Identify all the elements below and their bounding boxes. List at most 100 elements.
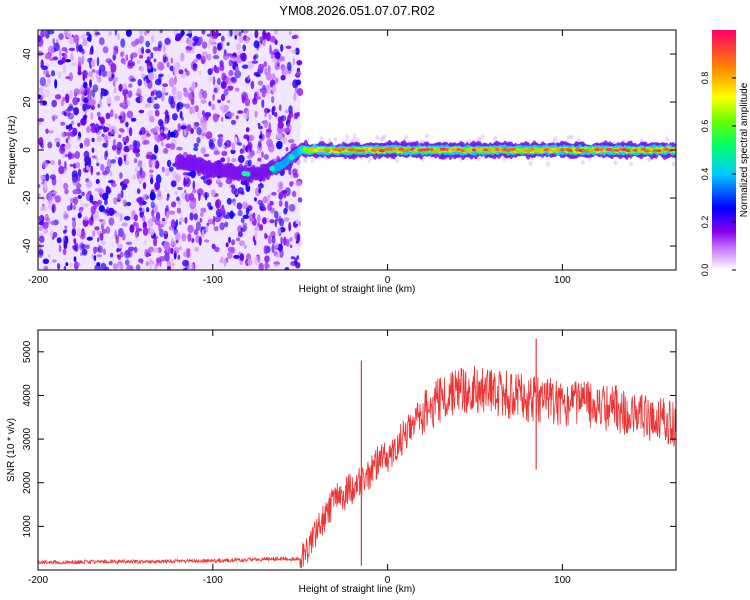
noise-blob	[207, 202, 212, 208]
noise-blob	[296, 60, 303, 66]
noise-blob	[105, 189, 112, 194]
noise-blob	[159, 259, 162, 267]
noise-blob	[242, 222, 247, 227]
noise-blob	[92, 230, 96, 238]
noise-blob	[221, 103, 225, 113]
noise-blob	[233, 30, 240, 36]
noise-blob	[221, 144, 226, 149]
noise-blob	[65, 93, 70, 104]
noise-blob	[96, 56, 100, 67]
noise-blob	[281, 190, 288, 194]
noise-blob	[165, 205, 169, 213]
noise-blob	[114, 211, 121, 218]
noise-blob	[81, 248, 88, 256]
noise-blob	[178, 217, 185, 223]
noise-blob	[69, 163, 74, 168]
noise-blob	[150, 34, 155, 43]
noise-blob	[180, 30, 185, 36]
noise-blob	[221, 116, 224, 122]
noise-blob	[96, 262, 101, 267]
noise-blob	[219, 222, 225, 231]
track-hotspot	[360, 149, 366, 153]
noise-blob	[59, 146, 66, 155]
noise-blob	[139, 170, 146, 178]
noise-blob	[274, 30, 278, 35]
noise-blob	[101, 133, 105, 137]
noise-blob	[58, 165, 65, 175]
noise-blob	[125, 30, 132, 37]
noise-blob	[105, 58, 112, 64]
faint-blob	[569, 134, 574, 140]
noise-blob	[254, 197, 257, 202]
noise-blob	[170, 180, 177, 188]
noise-blob	[224, 140, 232, 148]
track-hotspot	[529, 147, 535, 151]
noise-blob	[71, 228, 77, 237]
noise-blob	[119, 119, 124, 124]
noise-blob	[91, 155, 98, 159]
noise-blob	[149, 191, 156, 201]
noise-blob	[277, 121, 284, 129]
noise-blob	[70, 52, 74, 61]
noise-blob	[124, 259, 130, 266]
noise-blob	[44, 89, 50, 98]
noise-blob	[254, 226, 261, 232]
noise-blob	[210, 189, 216, 197]
noise-blob	[78, 46, 82, 51]
noise-blob	[177, 123, 181, 132]
noise-blob	[180, 52, 185, 62]
noise-blob	[289, 244, 293, 248]
noise-blob	[187, 93, 192, 101]
noise-blob	[183, 87, 187, 92]
noise-blob	[72, 204, 77, 210]
snr-y-axis: 1000 2000 3000 4000 5000	[22, 340, 676, 537]
noise-blob	[153, 103, 160, 110]
noise-blob	[203, 153, 210, 157]
noise-blob	[228, 69, 234, 77]
noise-blob	[254, 230, 258, 240]
noise-blob	[256, 150, 262, 154]
noise-blob	[165, 168, 170, 177]
noise-blob	[59, 48, 62, 58]
noise-blob	[54, 195, 61, 203]
y-tick-label: 0	[22, 147, 33, 153]
noise-blob	[172, 102, 176, 108]
noise-blob	[285, 45, 292, 49]
x-tick-label: -200	[28, 275, 48, 286]
noise-blob	[283, 217, 290, 222]
noise-blob	[63, 112, 67, 117]
noise-blob	[54, 79, 58, 89]
noise-blob	[237, 154, 245, 164]
noise-blob	[157, 61, 164, 71]
track-hotspot	[610, 148, 615, 152]
noise-blob	[150, 201, 155, 209]
noise-blob	[84, 203, 89, 208]
noise-blob	[212, 54, 220, 60]
track-highlight	[288, 154, 295, 160]
noise-blob	[120, 38, 126, 48]
noise-blob	[238, 240, 245, 247]
noise-blob	[75, 162, 81, 169]
noise-blob	[267, 194, 271, 199]
noise-blob	[280, 236, 283, 245]
noise-blob	[191, 238, 195, 243]
noise-blob	[271, 235, 276, 244]
noise-blob	[175, 174, 181, 183]
noise-blob	[161, 166, 165, 173]
noise-blob	[202, 90, 208, 100]
noise-blob	[64, 225, 68, 229]
noise-blob	[61, 131, 66, 138]
noise-blob	[121, 222, 128, 227]
noise-blob	[154, 181, 161, 191]
noise-blob	[290, 256, 296, 260]
noise-blob	[64, 235, 69, 245]
noise-blob	[213, 87, 218, 93]
noise-blob	[280, 44, 284, 52]
noise-blob	[182, 259, 189, 267]
noise-blob	[239, 37, 244, 44]
noise-blob	[264, 112, 267, 118]
noise-blob	[74, 151, 81, 159]
noise-blob	[174, 190, 178, 195]
noise-blob	[126, 201, 132, 207]
noise-blob	[96, 171, 101, 176]
